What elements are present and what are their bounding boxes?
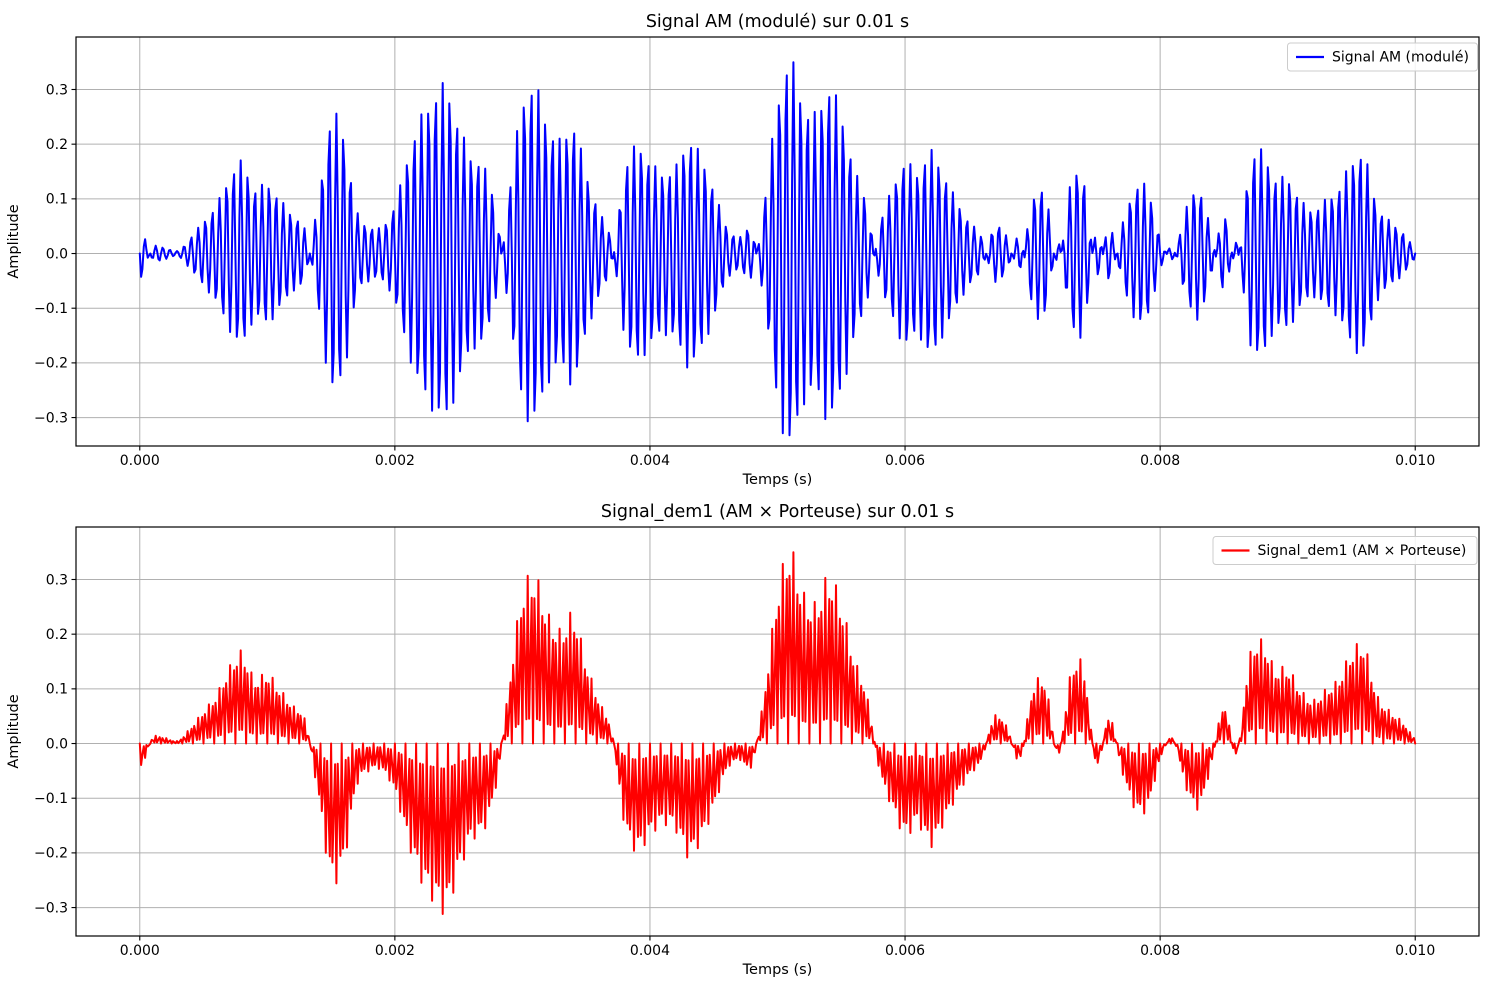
y-tick-label: 0.2 [46, 137, 68, 153]
dem1-legend-label: Signal_dem1 (AM × Porteuse) [1258, 543, 1467, 559]
y-tick-label: 0.0 [46, 246, 68, 262]
subplot-am: 0.000 0.002 0.004 0.006 0.008 0.010 −0.3 −0.2 −0… [6, 12, 1480, 488]
y-tick-label: 0.0 [46, 736, 68, 752]
axes-frame [75, 36, 1480, 447]
axes-frame [75, 526, 1480, 937]
am-legend: Signal AM (modulé) [1287, 42, 1478, 72]
am-yaxis-label: Amplitude [6, 204, 22, 278]
x-tick-label: 0.002 [375, 453, 415, 469]
dem1-yaxis-label: Amplitude [6, 694, 22, 768]
x-tick-label: 0.000 [120, 943, 160, 959]
x-tick-label: 0.008 [1140, 943, 1180, 959]
y-tick-label: −0.3 [34, 410, 68, 426]
x-tick-label: 0.002 [375, 943, 415, 959]
am-axis-ticks: 0.000 0.002 0.004 0.006 0.008 0.010 −0.3 −0.2 −0… [34, 82, 1435, 469]
am-series [138, 61, 1417, 437]
y-tick-label: 0.1 [46, 192, 68, 208]
y-tick-label: 0.3 [46, 82, 68, 98]
subplot-dem1: 0.000 0.002 0.004 0.006 0.008 0.010 −0.3 −0.2 −0… [6, 502, 1480, 978]
waveform-line [138, 61, 1417, 437]
y-tick-label: −0.2 [34, 846, 68, 862]
y-tick-label: −0.3 [34, 900, 68, 916]
am-plot-title: Signal AM (modulé) sur 0.01 s [646, 12, 909, 32]
dem1-xaxis-label: Temps (s) [742, 962, 813, 978]
am-legend-label: Signal AM (modulé) [1332, 50, 1469, 66]
dem1-series [138, 551, 1417, 915]
y-tick-label: 0.2 [46, 627, 68, 643]
am-xaxis-label: Temps (s) [742, 472, 813, 488]
dem1-plot-title: Signal_dem1 (AM × Porteuse) sur 0.01 s [601, 502, 954, 522]
am-legend-box [1287, 42, 1478, 72]
y-tick-label: 0.3 [46, 572, 68, 588]
y-tick-label: −0.1 [34, 301, 68, 317]
x-tick-label: 0.006 [885, 943, 925, 959]
y-tick-label: −0.2 [34, 356, 68, 372]
x-tick-label: 0.000 [120, 453, 160, 469]
y-tick-label: 0.1 [46, 682, 68, 698]
x-tick-label: 0.006 [885, 453, 925, 469]
x-tick-label: 0.008 [1140, 453, 1180, 469]
dem1-legend-box [1212, 536, 1478, 565]
x-tick-label: 0.010 [1395, 943, 1435, 959]
dem1-legend: Signal_dem1 (AM × Porteuse) [1212, 536, 1478, 565]
x-tick-label: 0.010 [1395, 453, 1435, 469]
y-tick-label: −0.1 [34, 791, 68, 807]
waveform-line [138, 551, 1417, 915]
dem1-axis-ticks: 0.000 0.002 0.004 0.006 0.008 0.010 −0.3 −0.2 −0… [34, 572, 1435, 959]
x-tick-label: 0.004 [630, 943, 670, 959]
x-tick-label: 0.004 [630, 453, 670, 469]
